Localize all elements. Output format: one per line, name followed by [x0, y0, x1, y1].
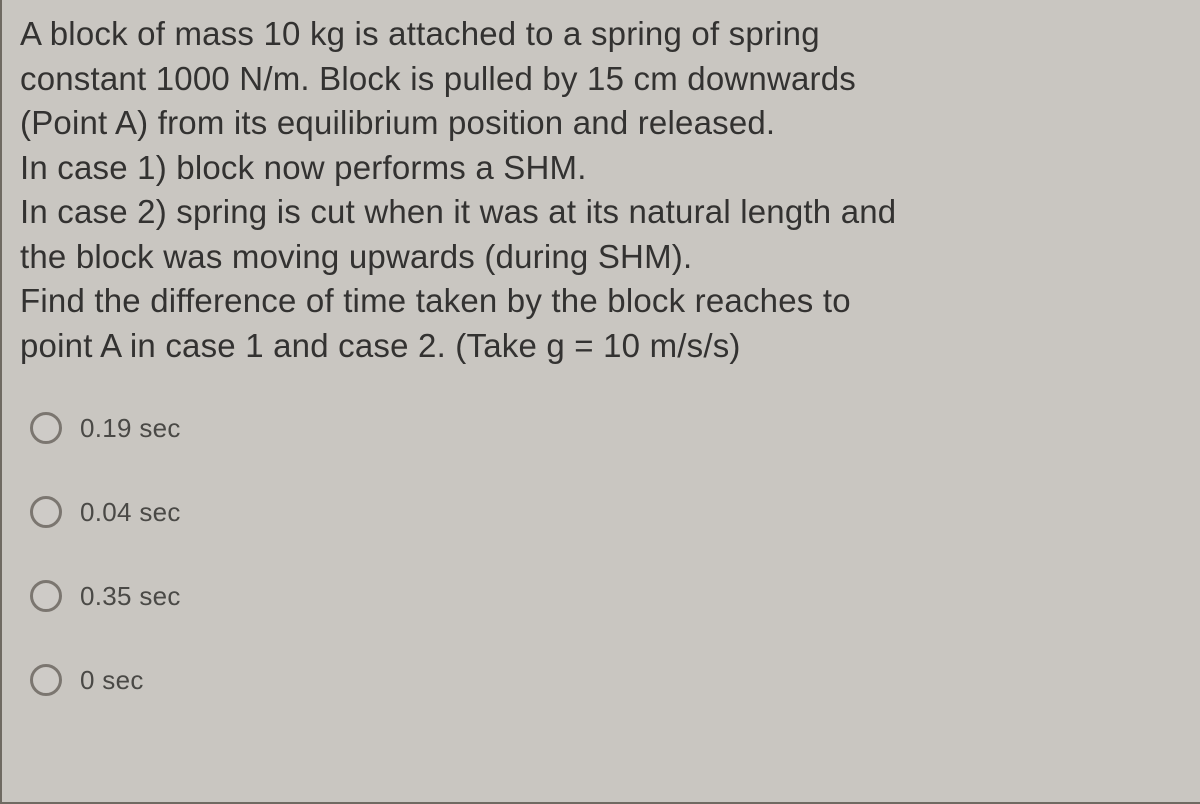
option-2[interactable]: 0.35 sec	[30, 580, 1180, 612]
question-line: constant 1000 N/m. Block is pulled by 15…	[20, 60, 856, 97]
option-label: 0 sec	[80, 665, 144, 696]
question-line: Find the difference of time taken by the…	[20, 282, 851, 319]
question-line: the block was moving upwards (during SHM…	[20, 238, 692, 275]
option-1[interactable]: 0.04 sec	[30, 496, 1180, 528]
question-card: A block of mass 10 kg is attached to a s…	[0, 0, 1200, 804]
question-line: A block of mass 10 kg is attached to a s…	[20, 15, 820, 52]
question-line: point A in case 1 and case 2. (Take g = …	[20, 327, 741, 364]
radio-icon[interactable]	[30, 496, 62, 528]
option-label: 0.35 sec	[80, 581, 181, 612]
radio-icon[interactable]	[30, 580, 62, 612]
question-text: A block of mass 10 kg is attached to a s…	[20, 12, 1180, 368]
option-label: 0.19 sec	[80, 413, 181, 444]
options-group: 0.19 sec 0.04 sec 0.35 sec 0 sec	[20, 412, 1180, 696]
question-line: In case 1) block now performs a SHM.	[20, 149, 587, 186]
option-0[interactable]: 0.19 sec	[30, 412, 1180, 444]
option-label: 0.04 sec	[80, 497, 181, 528]
radio-icon[interactable]	[30, 412, 62, 444]
question-line: In case 2) spring is cut when it was at …	[20, 193, 896, 230]
radio-icon[interactable]	[30, 664, 62, 696]
question-line: (Point A) from its equilibrium position …	[20, 104, 775, 141]
option-3[interactable]: 0 sec	[30, 664, 1180, 696]
